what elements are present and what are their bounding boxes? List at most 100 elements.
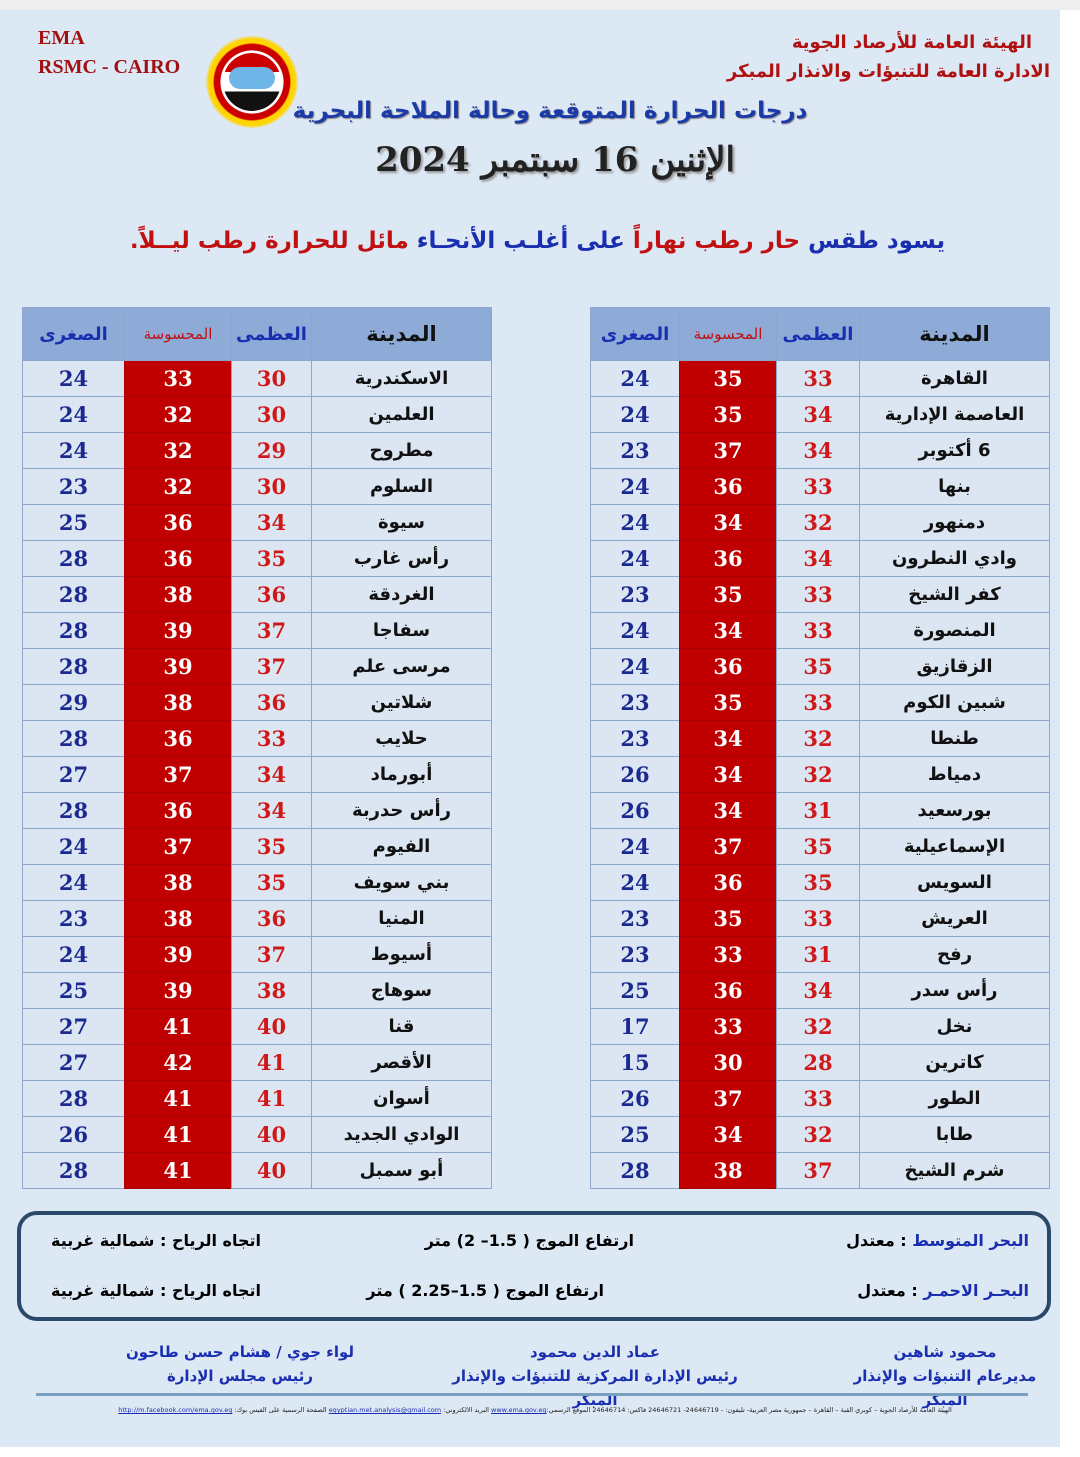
table-row: أسوان 41 41 28: [22, 1080, 492, 1117]
city-name: كفر الشيخ: [859, 576, 1050, 613]
table-row: دمنهور 32 34 24: [590, 504, 1050, 541]
min-temp: 24: [590, 864, 680, 901]
min-temp: 24: [590, 360, 680, 397]
city-name: قنا: [311, 1008, 492, 1045]
city-name: رأس حدربة: [311, 792, 492, 829]
feels-like-temp: 33: [679, 936, 777, 973]
max-temp: 35: [776, 648, 860, 685]
min-temp: 23: [22, 468, 125, 505]
city-name: الغردقة: [311, 576, 492, 613]
ema-logo-icon: [206, 36, 298, 128]
city-name: شبين الكوم: [859, 684, 1050, 721]
facebook-link[interactable]: http://m.facebook.com/ema.gov.eg: [118, 1406, 233, 1414]
city-name: شرم الشيخ: [859, 1152, 1050, 1189]
feels-like-temp: 32: [124, 468, 232, 505]
min-temp: 23: [590, 576, 680, 613]
table-row: وادي النطرون 34 36 24: [590, 540, 1050, 577]
max-temp: 37: [776, 1152, 860, 1189]
max-temp: 35: [231, 540, 312, 577]
col-feels: المحسوسة: [124, 307, 232, 361]
table-row: رأس حدربة 34 36 28: [22, 792, 492, 829]
organization: الهيئة العامة للأرصاد الجوية الادارة العا…: [727, 28, 1050, 86]
min-temp: 28: [22, 720, 125, 757]
min-temp: 24: [590, 468, 680, 505]
table-row: نخل 32 33 17: [590, 1008, 1050, 1045]
city-name: العلمين: [311, 396, 492, 433]
min-temp: 24: [590, 612, 680, 649]
min-temp: 24: [22, 936, 125, 973]
feels-like-temp: 37: [679, 1080, 777, 1117]
wave-height: ارتفاع الموج ( 1.5–2.25 ) متر: [366, 1281, 604, 1300]
summary-part: حار رطب نهاراً: [624, 228, 801, 254]
max-temp: 34: [231, 792, 312, 829]
org-line2: الادارة العامة للتنبؤات والانذار المبكر: [726, 61, 1050, 82]
col-city: المدينة: [311, 307, 492, 361]
city-name: المنيا: [311, 900, 492, 937]
feels-like-temp: 41: [124, 1080, 232, 1117]
feels-like-temp: 36: [679, 864, 777, 901]
min-temp: 25: [590, 972, 680, 1009]
max-temp: 35: [776, 864, 860, 901]
temperature-table-right: المدينة العظمى المحسوسة الصغرى القاهرة 33 35 2…: [590, 307, 1050, 1189]
feels-like-temp: 36: [124, 504, 232, 541]
min-temp: 23: [590, 432, 680, 469]
city-name: بنها: [859, 468, 1050, 505]
min-temp: 24: [590, 648, 680, 685]
feels-like-temp: 37: [124, 756, 232, 793]
max-temp: 41: [231, 1044, 312, 1081]
website-link[interactable]: www.ema.gov.eg: [491, 1406, 547, 1414]
forecast-date: الإثنين 16 سبتمبر 2024: [375, 140, 735, 180]
city-name: أبو سمبل: [311, 1152, 492, 1189]
feels-like-temp: 34: [679, 612, 777, 649]
signatory-name: لواء جوي / هشام حسن طاحون: [125, 1343, 355, 1361]
table-row: شرم الشيخ 37 38 28: [590, 1152, 1050, 1189]
table-row: الإسماعيلية 35 37 24: [590, 828, 1050, 865]
email-link[interactable]: egyptian.met.analysis@gmail.com: [328, 1406, 442, 1414]
summary-part: يسود طقس: [800, 228, 946, 254]
max-temp: 40: [231, 1116, 312, 1153]
table-row: الاسكندرية 30 33 24: [22, 360, 492, 397]
max-temp: 33: [776, 576, 860, 613]
table-row: الفيوم 35 37 24: [22, 828, 492, 865]
city-name: أسيوط: [311, 936, 492, 973]
table-row: 6 أكتوبر 34 37 23: [590, 432, 1050, 469]
footer-text: الهيئة العامة للأرصاد الجوية – كوبري الق…: [546, 1406, 952, 1414]
min-temp: 23: [590, 900, 680, 937]
wave-height: ارتفاع الموج ( 1.5– 2) متر: [424, 1231, 634, 1250]
max-temp: 32: [776, 720, 860, 757]
max-temp: 32: [776, 1008, 860, 1045]
table-row: سوهاج 38 39 25: [22, 972, 492, 1009]
feels-like-temp: 41: [124, 1008, 232, 1045]
min-temp: 24: [590, 540, 680, 577]
signatory-name: عماد الدين محمود: [530, 1343, 660, 1361]
feels-like-temp: 34: [679, 504, 777, 541]
wind-direction: اتجاه الرياح : شمالية غربية: [51, 1281, 261, 1300]
table-row: العاصمة الإدارية 34 35 24: [590, 396, 1050, 433]
min-temp: 25: [590, 1116, 680, 1153]
table-row: الطور 33 37 26: [590, 1080, 1050, 1117]
table-row: رفح 31 33 23: [590, 936, 1050, 973]
feels-like-temp: 35: [679, 360, 777, 397]
max-temp: 32: [776, 756, 860, 793]
feels-like-temp: 39: [124, 648, 232, 685]
feels-like-temp: 37: [124, 828, 232, 865]
min-temp: 23: [22, 900, 125, 937]
feels-like-temp: 35: [679, 576, 777, 613]
table-row: الوادي الجديد 40 41 26: [22, 1116, 492, 1153]
max-temp: 37: [231, 936, 312, 973]
col-feels: المحسوسة: [679, 307, 777, 361]
min-temp: 27: [22, 756, 125, 793]
city-name: دمياط: [859, 756, 1050, 793]
col-max: العظمى: [231, 307, 312, 361]
table-row: سيوة 34 36 25: [22, 504, 492, 541]
table-row: المنيا 36 38 23: [22, 900, 492, 937]
feels-like-temp: 36: [679, 648, 777, 685]
max-temp: 40: [231, 1008, 312, 1045]
table-row: أبورماد 34 37 27: [22, 756, 492, 793]
city-name: الفيوم: [311, 828, 492, 865]
email-label: البريد الالكتروني:: [441, 1406, 492, 1414]
min-temp: 25: [22, 972, 125, 1009]
org-line1: الهيئة العامة للأرصاد الجوية: [791, 32, 1032, 53]
feels-like-temp: 39: [124, 936, 232, 973]
max-temp: 34: [776, 972, 860, 1009]
